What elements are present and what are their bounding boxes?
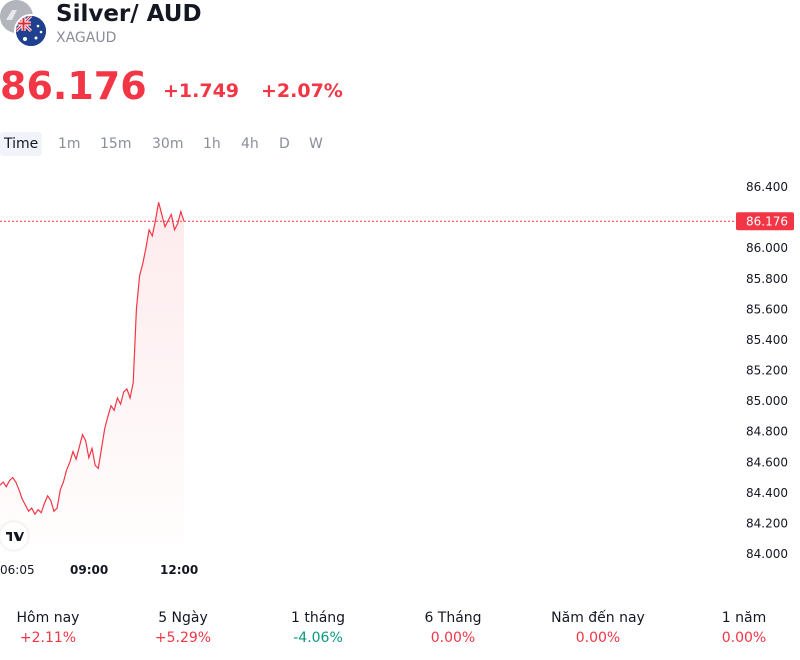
last-price: 86.176 xyxy=(0,64,147,108)
x-tick-label: 09:00 xyxy=(70,563,108,577)
period-value: -4.06% xyxy=(293,630,343,646)
period-6-months[interactable]: 6 Tháng 0.00% xyxy=(393,610,513,646)
last-price-tag: 86.176 xyxy=(736,212,794,231)
period-5-days[interactable]: 5 Ngày +5.29% xyxy=(123,610,243,646)
price-area xyxy=(0,202,184,545)
x-tick-label: 06:05 xyxy=(0,563,35,577)
period-value: 0.00% xyxy=(575,630,621,646)
period-value: 0.00% xyxy=(721,630,767,646)
x-tick-label: 12:00 xyxy=(160,563,198,577)
period-value: +2.11% xyxy=(19,630,77,646)
period-label: 5 Ngày xyxy=(158,610,208,626)
y-tick-label: 85.800 xyxy=(746,272,788,286)
y-tick-label: 85.400 xyxy=(746,333,788,347)
price-chart-svg[interactable]: 86.400 86.000 85.800 85.600 85.400 85.200 85.0… xyxy=(0,170,800,590)
tab-30m[interactable]: 30m xyxy=(152,136,184,152)
symbol-ticker: XAGAUD xyxy=(56,30,117,46)
period-1-month[interactable]: 1 tháng -4.06% xyxy=(258,610,378,646)
y-tick-label: 84.000 xyxy=(746,547,788,561)
tradingview-logo-icon[interactable] xyxy=(0,522,28,550)
period-label: 1 tháng xyxy=(290,610,346,626)
period-label: Năm đến nay xyxy=(551,610,645,626)
period-ytd[interactable]: Năm đến nay 0.00% xyxy=(538,610,658,646)
performance-periods: Hôm nay +2.11% 5 Ngày +5.29% 1 tháng -4.… xyxy=(0,610,800,654)
last-price-tag-label: 86.176 xyxy=(746,214,788,228)
period-label: 6 Tháng xyxy=(424,610,482,626)
y-tick-label: 84.400 xyxy=(746,486,788,500)
y-tick-label: 85.000 xyxy=(746,394,788,408)
price-line xyxy=(0,202,185,516)
y-tick-label: 85.600 xyxy=(746,302,788,316)
tab-1h[interactable]: 1h xyxy=(203,136,221,152)
tab-d[interactable]: D xyxy=(279,136,290,152)
last-price-tag-bg xyxy=(736,212,794,231)
symbol-header: Silver/ AUD XAGAUD xyxy=(0,0,800,60)
period-label: Hôm nay xyxy=(16,610,80,626)
price-change-percent: +2.07% xyxy=(261,80,343,102)
x-axis: 06:05 09:00 12:00 xyxy=(0,563,198,577)
y-tick-label: 86.400 xyxy=(746,180,788,194)
symbol-title: Silver/ AUD xyxy=(56,1,202,27)
period-value: +5.29% xyxy=(154,630,212,646)
price-chart[interactable]: 86.400 86.000 85.800 85.600 85.400 85.200 85.0… xyxy=(0,170,800,590)
y-axis: 86.400 86.000 85.800 85.600 85.400 85.200 85.0… xyxy=(746,180,788,561)
tab-15m[interactable]: 15m xyxy=(100,136,132,152)
y-tick-label: 84.800 xyxy=(746,425,788,439)
tab-w[interactable]: W xyxy=(309,136,323,152)
period-label: 1 năm xyxy=(721,610,767,626)
price-change: +1.749 xyxy=(163,80,240,102)
y-tick-label: 85.200 xyxy=(746,364,788,378)
period-today[interactable]: Hôm nay +2.11% xyxy=(0,610,108,646)
y-tick-label: 84.600 xyxy=(746,455,788,469)
australia-flag-icon xyxy=(14,14,48,48)
period-value: 0.00% xyxy=(430,630,476,646)
y-tick-label: 86.000 xyxy=(746,241,788,255)
tab-time[interactable]: Time xyxy=(0,132,43,156)
tab-4h[interactable]: 4h xyxy=(241,136,259,152)
y-tick-label: 84.200 xyxy=(746,516,788,530)
tab-1m[interactable]: 1m xyxy=(58,136,81,152)
period-1-year[interactable]: 1 năm 0.00% xyxy=(684,610,800,646)
